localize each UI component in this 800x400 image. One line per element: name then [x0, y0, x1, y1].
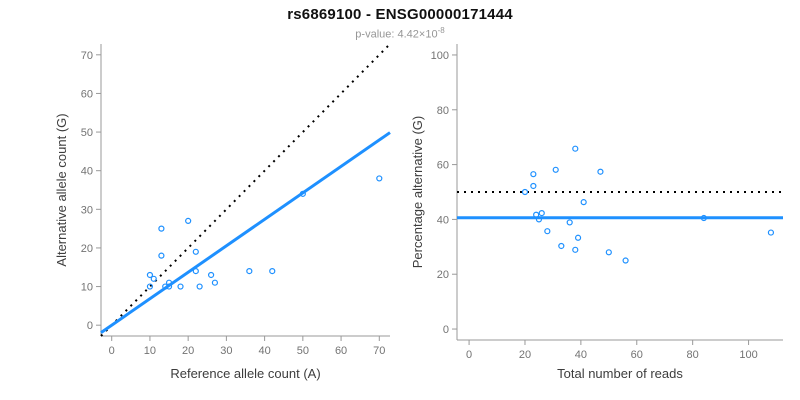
y-tick-label: 100 — [431, 50, 449, 62]
data-point — [207, 271, 215, 279]
p-value-mantissa: 4.42×10 — [397, 28, 438, 41]
x-tick-label: 20 — [182, 345, 194, 357]
data-point — [269, 268, 276, 275]
data-point — [544, 228, 551, 235]
data-point — [150, 275, 157, 282]
y-tick-label: 30 — [81, 204, 93, 216]
data-point — [535, 216, 543, 223]
data-point — [246, 268, 253, 275]
data-point — [162, 283, 169, 290]
x-tick-label: 0 — [466, 349, 472, 361]
y-tick-label: 80 — [437, 105, 449, 117]
data-point — [146, 283, 154, 290]
data-point — [552, 166, 559, 173]
x-tick-label: 100 — [739, 349, 757, 361]
data-point — [177, 283, 184, 290]
data-point — [158, 225, 165, 232]
x-tick-label: 40 — [258, 345, 270, 357]
y-tick-label: 20 — [81, 243, 93, 255]
data-point — [299, 190, 306, 197]
p-value-exponent: -8 — [437, 26, 445, 35]
data-point — [158, 252, 165, 259]
x-tick-label: 60 — [335, 345, 347, 357]
identity-line — [100, 43, 391, 337]
data-point — [622, 257, 629, 264]
data-point — [530, 182, 537, 190]
data-point — [192, 268, 199, 275]
x-tick-label: 70 — [373, 345, 385, 357]
x-axis-title: Total number of reads — [557, 366, 683, 381]
fit-line — [100, 131, 391, 334]
data-point — [165, 279, 173, 286]
y-tick-label: 60 — [437, 160, 449, 172]
y-tick-label: 0 — [443, 324, 449, 336]
data-point — [165, 283, 173, 290]
y-tick-label: 10 — [81, 282, 93, 294]
x-tick-label: 20 — [519, 349, 531, 361]
data-point — [700, 214, 707, 222]
data-point — [530, 171, 537, 178]
data-point — [605, 249, 612, 256]
x-tick-label: 30 — [220, 345, 232, 357]
x-tick-label: 50 — [297, 345, 309, 357]
data-point — [580, 199, 587, 206]
x-tick-label: 80 — [687, 349, 699, 361]
y-tick-label: 50 — [81, 127, 93, 139]
y-axis-title: Alternative allele count (G) — [54, 113, 69, 266]
x-tick-label: 10 — [144, 345, 156, 357]
x-tick-label: 40 — [575, 349, 587, 361]
data-point — [538, 210, 545, 217]
y-tick-label: 40 — [81, 166, 93, 178]
data-point — [192, 248, 199, 255]
data-point — [521, 188, 529, 196]
p-value-label: p-value: — [355, 28, 398, 41]
data-point — [196, 283, 203, 290]
y-tick-label: 0 — [87, 320, 93, 332]
y-axis-title: Percentage alternative (G) — [410, 116, 425, 268]
data-point — [566, 219, 573, 226]
data-point — [146, 271, 154, 279]
data-point — [574, 234, 582, 241]
data-point — [185, 217, 192, 224]
plot-header: rs6869100 - ENSG00000171444 p-value: 4.4… — [0, 6, 800, 41]
y-tick-label: 70 — [81, 50, 93, 62]
x-axis-title: Reference allele count (A) — [170, 366, 320, 381]
x-tick-label: 60 — [631, 349, 643, 361]
y-tick-label: 60 — [81, 88, 93, 100]
data-point — [767, 229, 775, 236]
data-point — [376, 175, 383, 182]
data-point — [211, 279, 219, 286]
plot-subtitle: p-value: 4.42×10-8 — [0, 26, 800, 41]
data-point — [572, 145, 579, 152]
y-tick-label: 40 — [437, 214, 449, 226]
x-tick-label: 0 — [109, 345, 115, 357]
data-point — [572, 246, 579, 253]
plot-title: rs6869100 - ENSG00000171444 — [287, 6, 513, 23]
data-point — [597, 168, 604, 175]
data-point — [533, 211, 540, 218]
data-point — [558, 242, 565, 250]
y-tick-label: 20 — [437, 269, 449, 281]
